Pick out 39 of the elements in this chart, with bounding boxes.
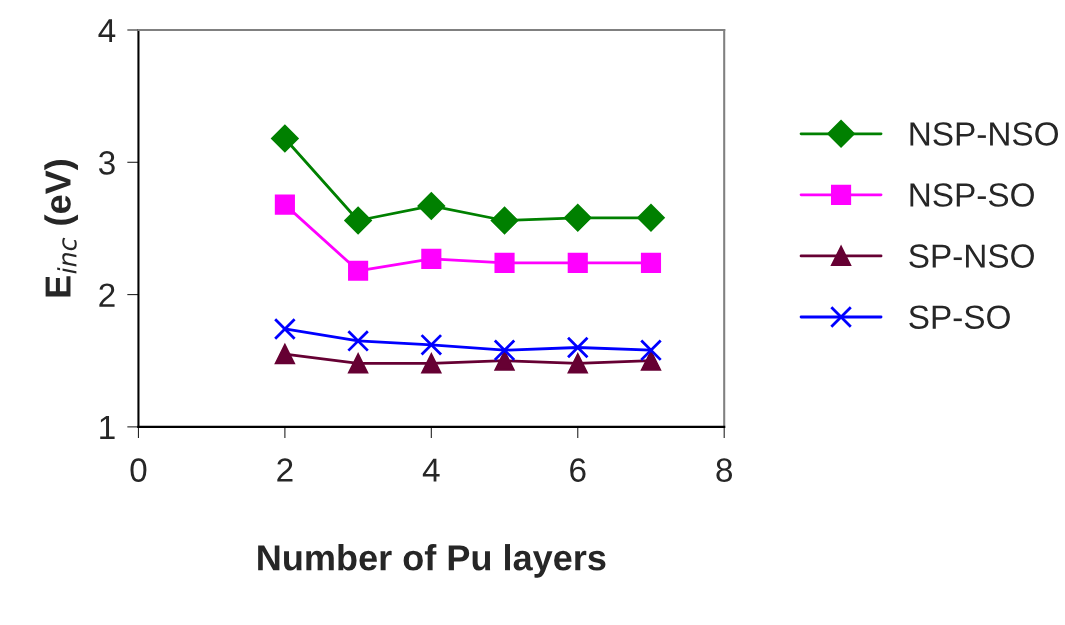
- point: [639, 339, 663, 362]
- point: [417, 192, 446, 220]
- point: [640, 252, 662, 273]
- point: [490, 206, 519, 235]
- point: [567, 353, 588, 374]
- legend-label: SP-SO: [909, 305, 1010, 329]
- point: [346, 329, 370, 352]
- point: [420, 333, 443, 356]
- point: [348, 260, 369, 281]
- point: [567, 252, 588, 273]
- y-tick-label: 1: [100, 416, 115, 439]
- point: [566, 336, 589, 359]
- point: [421, 248, 442, 269]
- x-tick-label: 6: [570, 458, 586, 482]
- x-tick-label: 8: [716, 458, 733, 482]
- x-tick-label: 4: [422, 458, 440, 482]
- point: [563, 204, 592, 232]
- y-tick-label: 3: [98, 151, 115, 175]
- y-axis-title: E$_{inc}$ (eV): [44, 160, 78, 297]
- point: [274, 344, 295, 365]
- point: [494, 350, 515, 371]
- legend-label: SP-NSO: [909, 244, 1034, 268]
- x-tick-label: 2: [277, 458, 293, 482]
- point: [421, 353, 442, 374]
- legend-label: NSP-NSO: [910, 122, 1058, 146]
- point: [493, 339, 516, 362]
- point: [348, 353, 369, 374]
- point: [640, 350, 662, 371]
- y-tick-label: 2: [99, 283, 115, 307]
- point: [273, 317, 296, 341]
- x-tick-label: 0: [130, 458, 147, 482]
- legend-label: NSP-SO: [910, 183, 1034, 207]
- point: [344, 206, 372, 235]
- point: [494, 252, 515, 273]
- point: [274, 194, 295, 215]
- point: [271, 124, 299, 153]
- y-tick-label: 4: [98, 19, 116, 43]
- x-axis-title: Number of Pu layers: [258, 544, 606, 578]
- point: [637, 204, 665, 232]
